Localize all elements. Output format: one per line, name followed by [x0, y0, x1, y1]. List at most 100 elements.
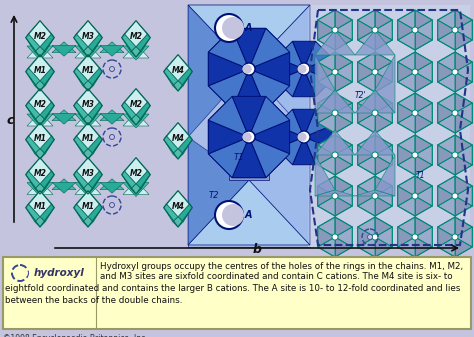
Polygon shape	[27, 112, 53, 126]
Polygon shape	[375, 62, 392, 82]
Polygon shape	[166, 123, 190, 149]
Circle shape	[332, 110, 338, 116]
Polygon shape	[455, 52, 472, 72]
Polygon shape	[438, 196, 455, 216]
Polygon shape	[358, 10, 375, 30]
Polygon shape	[28, 191, 52, 217]
Circle shape	[215, 201, 243, 229]
Polygon shape	[27, 44, 53, 58]
Polygon shape	[52, 179, 76, 190]
Polygon shape	[75, 46, 101, 60]
Polygon shape	[75, 44, 101, 58]
Polygon shape	[88, 204, 102, 222]
Polygon shape	[209, 96, 249, 137]
Polygon shape	[398, 62, 415, 82]
Polygon shape	[27, 181, 53, 194]
Polygon shape	[318, 135, 335, 155]
Polygon shape	[375, 10, 392, 30]
Polygon shape	[375, 72, 392, 92]
Polygon shape	[75, 181, 101, 194]
Polygon shape	[438, 72, 455, 92]
Polygon shape	[415, 103, 432, 123]
Polygon shape	[375, 227, 392, 247]
Polygon shape	[438, 62, 455, 82]
Polygon shape	[375, 155, 392, 175]
Circle shape	[452, 234, 458, 240]
Polygon shape	[232, 96, 266, 137]
Polygon shape	[52, 113, 76, 124]
Polygon shape	[164, 68, 178, 86]
Polygon shape	[232, 69, 266, 110]
Polygon shape	[318, 227, 335, 247]
Text: M1: M1	[34, 134, 46, 143]
Polygon shape	[27, 114, 53, 128]
Polygon shape	[100, 182, 124, 193]
Polygon shape	[375, 145, 392, 165]
Polygon shape	[28, 89, 52, 115]
Polygon shape	[178, 68, 192, 86]
Polygon shape	[100, 113, 124, 124]
Polygon shape	[136, 34, 150, 52]
Circle shape	[412, 69, 418, 75]
Polygon shape	[398, 30, 415, 50]
Polygon shape	[75, 112, 101, 126]
Polygon shape	[335, 186, 352, 206]
Polygon shape	[358, 20, 375, 40]
Polygon shape	[232, 69, 266, 110]
Circle shape	[243, 132, 252, 142]
Text: M2: M2	[34, 32, 46, 41]
Polygon shape	[249, 137, 310, 245]
Text: M4: M4	[172, 134, 184, 143]
Polygon shape	[415, 52, 432, 72]
Text: eightfold coordinated and contains the larger B cations. The A site is 10- to 12: eightfold coordinated and contains the l…	[5, 284, 460, 293]
Polygon shape	[318, 93, 335, 113]
Polygon shape	[415, 113, 432, 133]
Polygon shape	[232, 28, 266, 69]
Polygon shape	[232, 96, 266, 137]
Polygon shape	[76, 123, 100, 149]
Polygon shape	[75, 183, 101, 196]
Polygon shape	[136, 171, 150, 189]
Polygon shape	[88, 102, 102, 120]
Polygon shape	[188, 137, 249, 245]
Polygon shape	[88, 68, 102, 86]
Polygon shape	[52, 45, 76, 56]
Polygon shape	[40, 136, 55, 154]
Text: T1: T1	[234, 153, 244, 162]
Circle shape	[298, 63, 310, 75]
Polygon shape	[209, 69, 249, 110]
Polygon shape	[76, 89, 100, 115]
Polygon shape	[122, 171, 136, 189]
Polygon shape	[358, 72, 375, 92]
Polygon shape	[335, 217, 352, 237]
Text: ©1998 Encyclopaedia Britannica, Inc.: ©1998 Encyclopaedia Britannica, Inc.	[3, 334, 147, 337]
Polygon shape	[249, 69, 290, 110]
Polygon shape	[358, 30, 375, 50]
Circle shape	[222, 204, 244, 226]
Polygon shape	[26, 102, 40, 120]
Polygon shape	[438, 10, 455, 30]
Polygon shape	[438, 186, 455, 206]
Polygon shape	[335, 145, 352, 165]
Polygon shape	[209, 69, 249, 110]
Polygon shape	[438, 227, 455, 247]
Polygon shape	[276, 109, 304, 137]
Polygon shape	[318, 113, 335, 133]
Polygon shape	[318, 20, 335, 40]
Polygon shape	[358, 145, 375, 165]
Polygon shape	[249, 137, 290, 178]
Text: M2: M2	[129, 100, 143, 109]
Text: M2: M2	[129, 169, 143, 178]
Polygon shape	[315, 30, 355, 55]
Polygon shape	[375, 113, 392, 133]
Polygon shape	[398, 103, 415, 123]
Polygon shape	[83, 184, 93, 194]
Polygon shape	[76, 158, 100, 184]
Polygon shape	[27, 183, 53, 196]
Polygon shape	[315, 155, 335, 196]
FancyBboxPatch shape	[3, 257, 471, 329]
Text: A: A	[245, 23, 253, 33]
Circle shape	[332, 234, 338, 240]
Polygon shape	[123, 181, 149, 194]
Circle shape	[298, 132, 307, 142]
